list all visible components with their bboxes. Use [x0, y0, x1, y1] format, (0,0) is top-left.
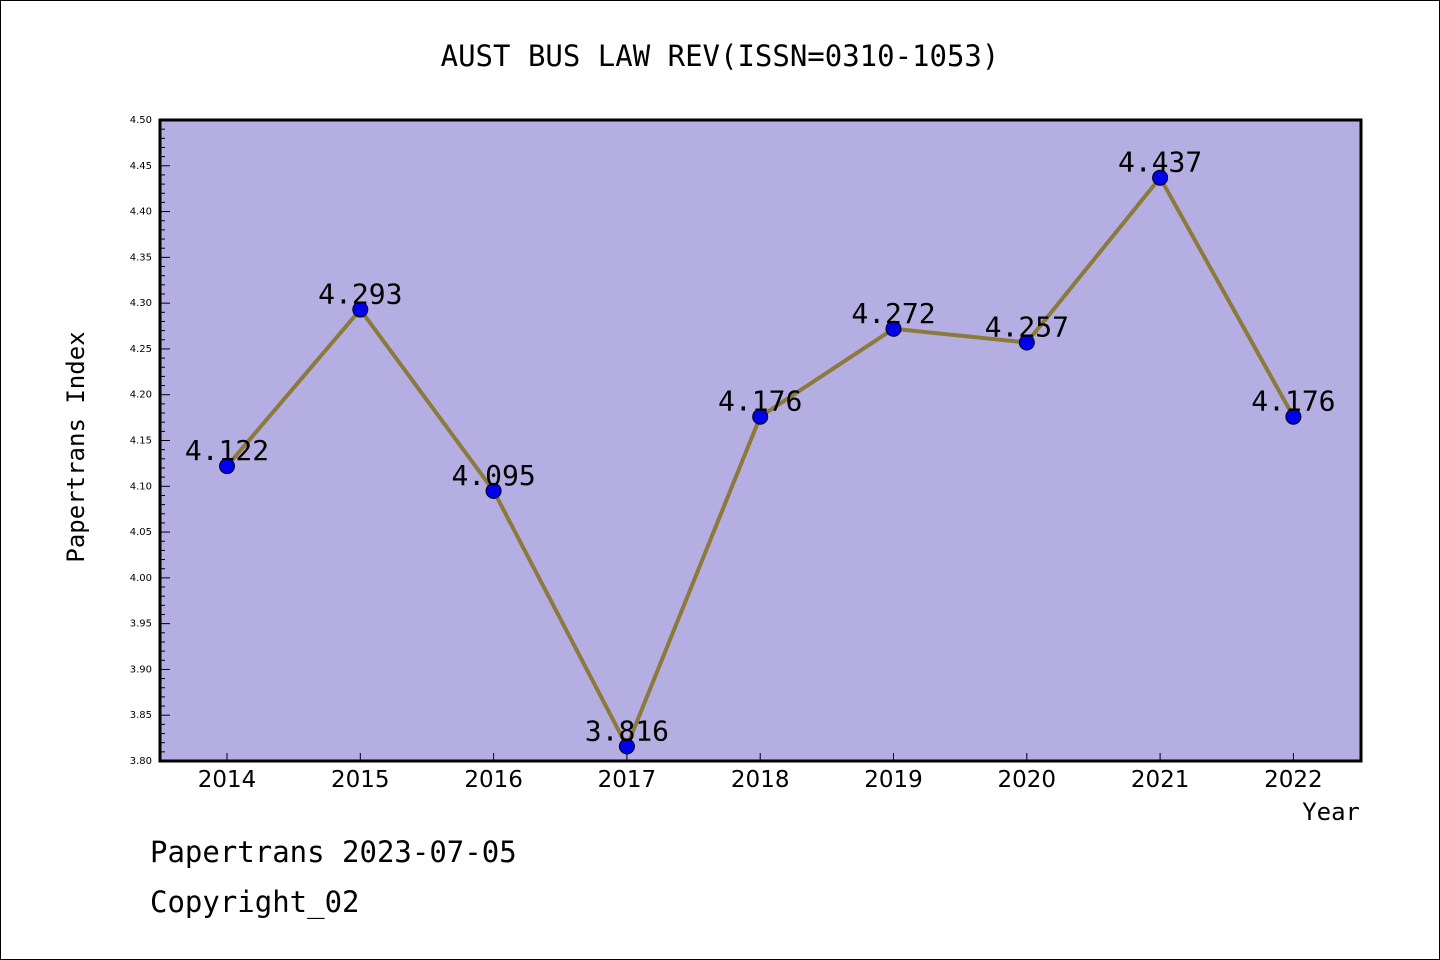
x-tick-label: 2019	[864, 767, 923, 793]
data-point	[1285, 408, 1302, 425]
data-point	[485, 482, 502, 499]
y-tick-label: 4.20	[130, 390, 152, 401]
data-label: 4.437	[1118, 146, 1202, 179]
data-point	[219, 458, 235, 475]
x-tick-label: 2014	[198, 767, 257, 793]
y-tick-label: 3.80	[130, 756, 152, 767]
footer-copyright: Copyright_02	[150, 885, 360, 919]
data-point	[618, 738, 635, 755]
axis-ticks: 3.80 3.85 3.90 3.95 4.00 4.05 4.10 4.15 4.20 4.25…	[130, 115, 1323, 793]
plot-border	[158, 118, 1363, 763]
data-label: 4.095	[451, 459, 535, 492]
data-label: 4.272	[851, 297, 935, 330]
data-point	[1152, 169, 1169, 186]
x-axis-label: Year	[1302, 798, 1360, 826]
data-points	[219, 169, 1302, 755]
data-point	[885, 320, 902, 337]
y-tick-label: 4.30	[130, 298, 152, 309]
data-point	[1018, 334, 1035, 351]
y-tick-label: 4.10	[130, 481, 152, 492]
x-tick-label: 2018	[731, 767, 790, 793]
y-tick-label: 4.05	[130, 527, 152, 538]
x-tick-label: 2021	[1131, 767, 1190, 793]
y-tick-label: 3.85	[130, 710, 152, 721]
data-point	[352, 301, 369, 318]
y-axis-label: Papertrans Index	[62, 331, 90, 562]
data-labels: 4.122 4.293 4.095 3.816 4.176 4.272 4.257 4.437…	[185, 146, 1336, 748]
y-tick-label: 4.40	[130, 207, 152, 218]
y-tick-label: 4.45	[130, 161, 152, 172]
data-label: 4.176	[1251, 385, 1335, 418]
footer-date: Papertrans 2023-07-05	[150, 835, 517, 869]
x-tick-label: 2022	[1264, 767, 1323, 793]
x-tick-label: 2016	[464, 767, 523, 793]
x-tick-label: 2020	[998, 767, 1057, 793]
y-tick-label: 4.50	[130, 115, 152, 126]
data-label: 4.293	[318, 278, 402, 311]
x-tick-label: 2015	[331, 767, 390, 793]
y-tick-label: 4.35	[130, 252, 152, 263]
data-label: 4.122	[185, 434, 269, 467]
plot-area	[160, 120, 1361, 761]
data-label: 4.257	[985, 311, 1069, 344]
x-tick-label: 2017	[598, 767, 657, 793]
y-tick-label: 4.25	[130, 344, 152, 355]
y-tick-label: 4.00	[130, 573, 152, 584]
y-tick-label: 3.95	[130, 619, 152, 630]
data-label: 3.816	[585, 714, 669, 747]
chart-title: AUST BUS LAW REV(ISSN=0310-1053)	[441, 39, 1000, 73]
y-tick-label: 3.90	[130, 664, 152, 675]
y-tick-label: 4.15	[130, 436, 152, 447]
data-label: 4.176	[718, 385, 802, 418]
data-point	[752, 408, 769, 425]
